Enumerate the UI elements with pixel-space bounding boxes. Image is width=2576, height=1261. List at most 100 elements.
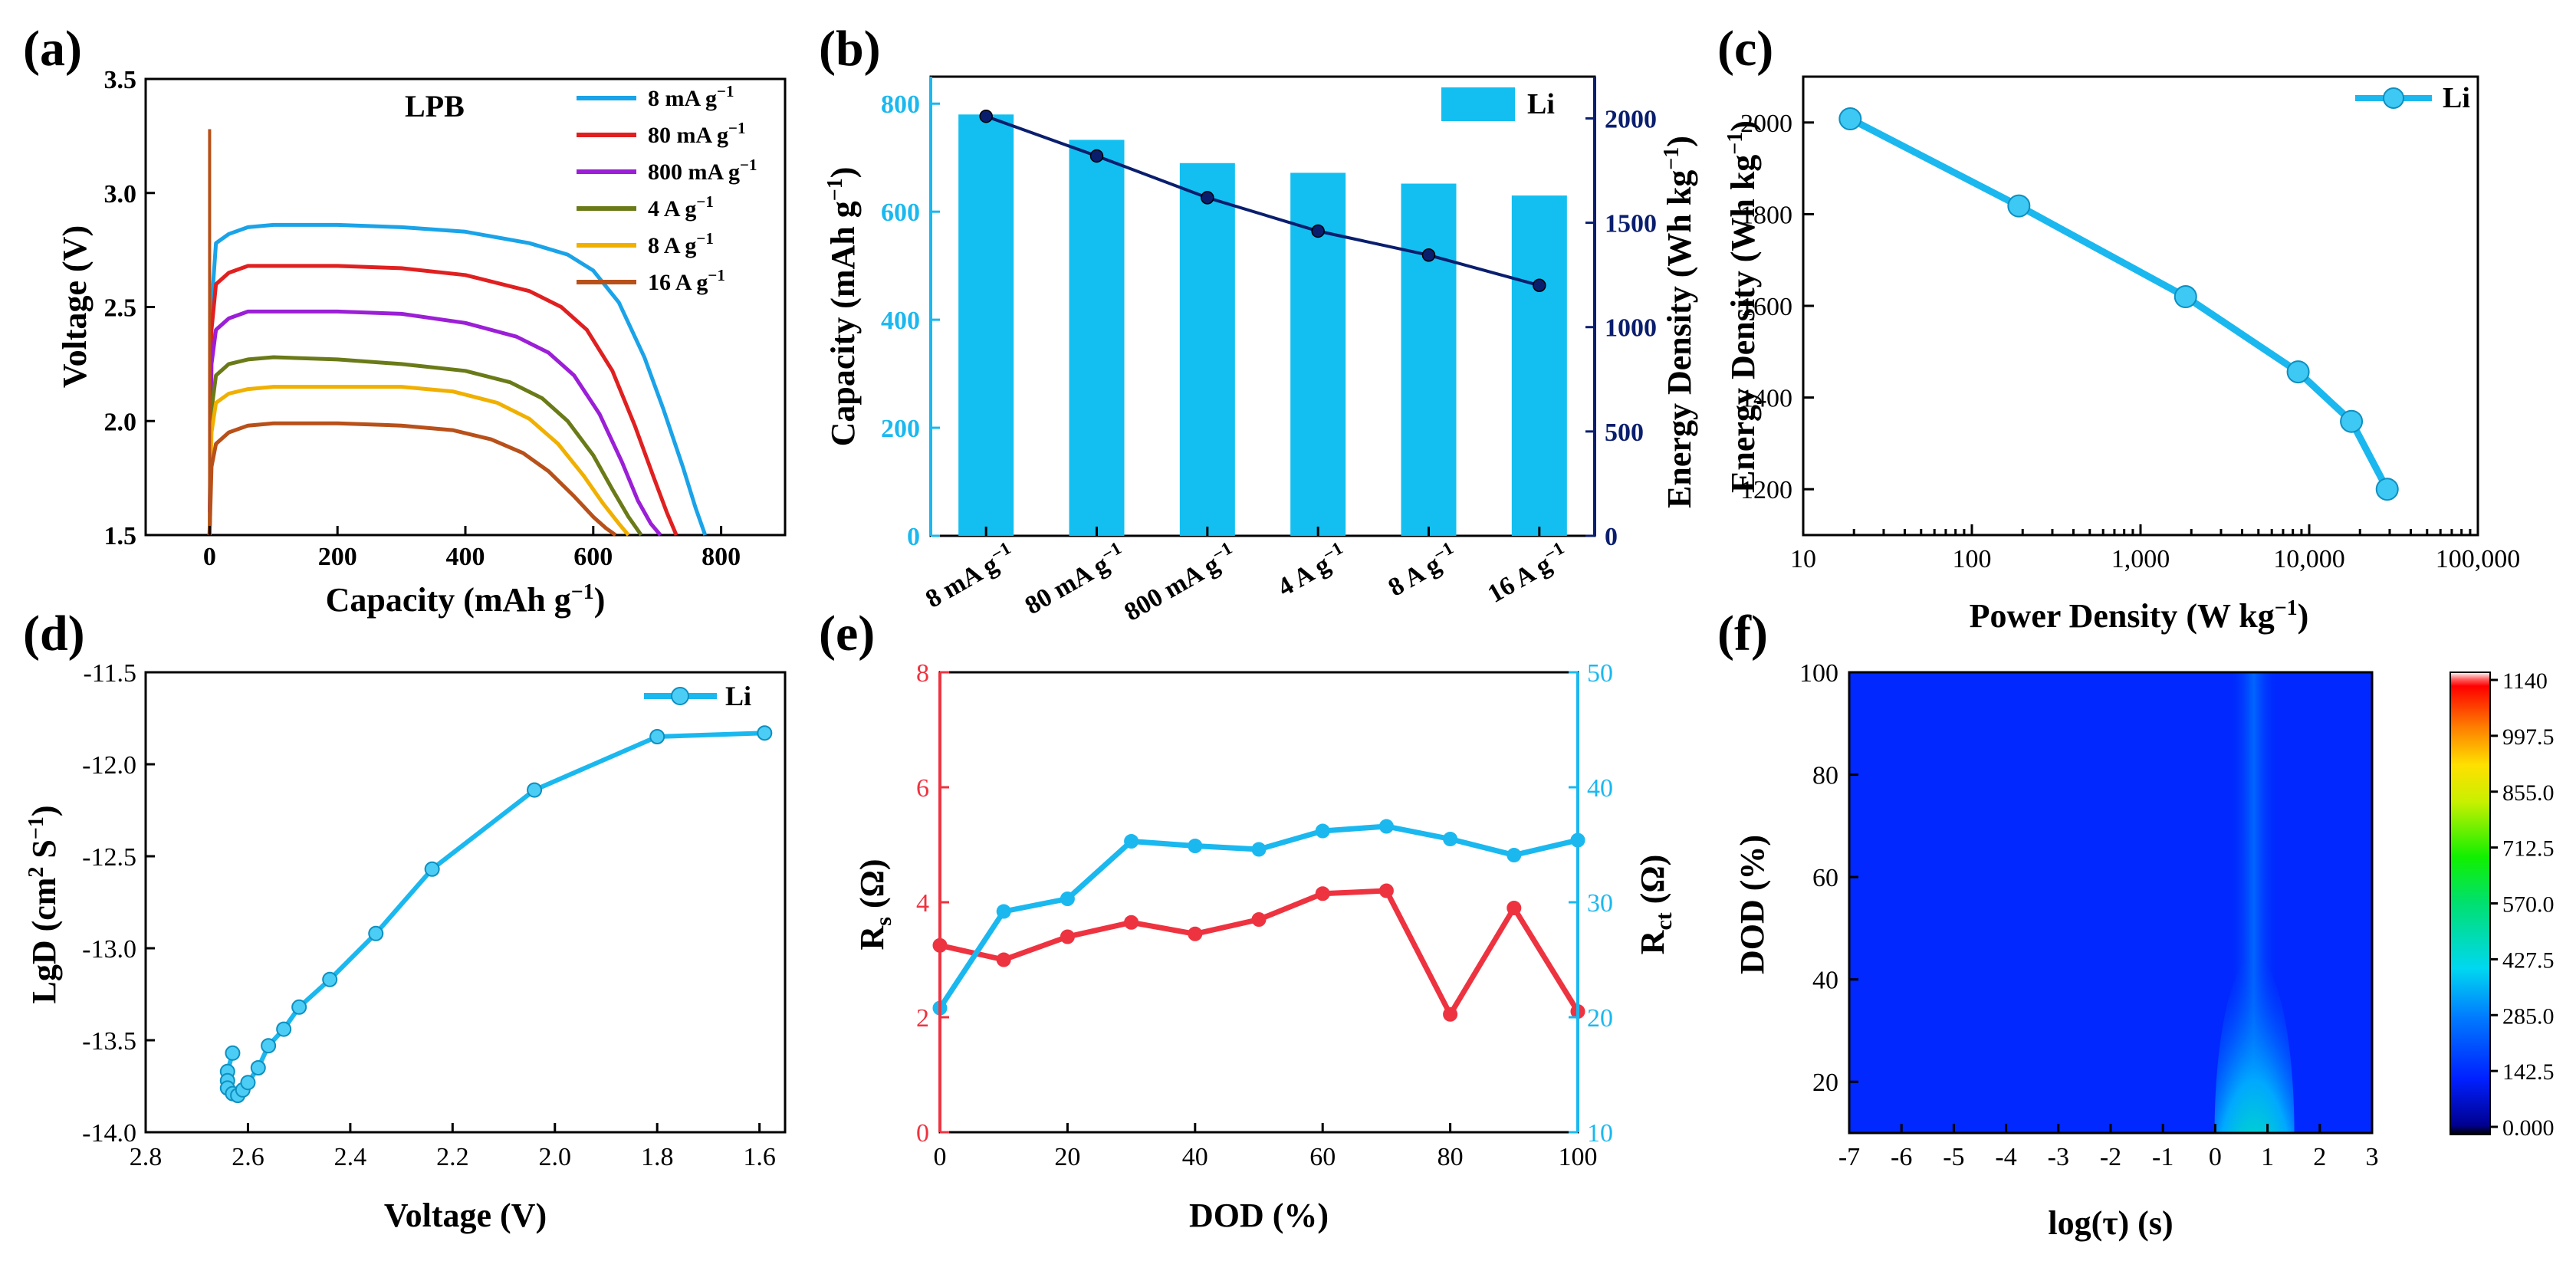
panel-f-axes: -7 -6 -5 -4 -3 -2 -1 0 1 2 3 20 40 60 80 100	[1799, 659, 2379, 1171]
panel-label-c: (c)	[1717, 21, 1773, 77]
panel-e-point-right-7	[1378, 819, 1394, 834]
panel-d-axes: 2.8 2.6 2.4 2.2 2.0 1.8 1.6 -11.5 -12.0 -12.5 -13.…	[82, 659, 776, 1171]
panel-a-series	[207, 129, 708, 537]
panel-a-xtick-label: 600	[573, 543, 613, 571]
panel-a-legend-label-3: 4 A g−1	[648, 192, 714, 222]
panel-b-category-label-2: 800 mA g−1	[1119, 538, 1241, 626]
panel-d-ytick-label: -12.0	[82, 751, 136, 780]
panel-d-legend-marker	[671, 687, 689, 705]
panel-f-xtick-label: -6	[1891, 1143, 1912, 1171]
panel-b-bar-5	[1511, 195, 1567, 537]
panel-e-point-left-6	[1315, 886, 1330, 901]
panel-e-xtick-label: 40	[1182, 1143, 1208, 1171]
panel-a-legend-label-5: 16 A g−1	[648, 266, 725, 295]
panel-a-series-line-1	[207, 264, 678, 536]
panel-d-xlabel: Voltage (V)	[384, 1197, 547, 1234]
panel-d-point-15	[527, 782, 543, 798]
panel-b-ytick-right-label: 1500	[1605, 210, 1657, 238]
panel-f-colorbar-tick-label: 142.5	[2502, 1059, 2555, 1085]
panel-f-peak-hotspot	[2214, 957, 2295, 1133]
panel-f-heatmap	[2214, 672, 2295, 1133]
panel-f-xtick-label: 3	[2366, 1143, 2379, 1171]
panel-b-category-label-5: 16 A g−1	[1482, 538, 1573, 609]
panel-e-xtick-label: 20	[1054, 1143, 1080, 1171]
panel-d-point-11	[291, 999, 307, 1015]
panel-a-annotation: LPB	[405, 89, 465, 123]
panel-b-ytick-right-label: 1000	[1605, 314, 1657, 343]
panel-f-ytick-label: 40	[1812, 967, 1838, 995]
panel-b-frame	[929, 75, 1596, 537]
panel-f-colorbar-tick-label: 712.5	[2502, 836, 2555, 862]
panel-f-colorbar-ticks: 1140 997.5 855.0 712.5 570.0 427.5 285.0 142.5 0…	[2490, 668, 2555, 1141]
panel-b-energy-point-2	[1201, 191, 1214, 205]
panel-e-point-right-4	[1188, 839, 1203, 853]
panel-e-point-left-2	[1060, 929, 1075, 944]
panel-d-ytick-label: -14.0	[82, 1119, 136, 1148]
panel-b-ylabel: Capacity (mAh g−1)	[823, 167, 862, 447]
panel-c-chart: 10 100 1,000 10,000 100,000 1200 1400 1600 1800 2…	[1723, 75, 2520, 635]
panel-c-point-3	[2286, 360, 2310, 384]
panel-f-xtick-label: 1	[2261, 1143, 2274, 1171]
panel-f-xtick-label: -2	[2100, 1143, 2121, 1171]
panel-a-series-line-2	[207, 309, 662, 537]
panel-b-legend-label: Li	[1527, 88, 1555, 120]
panel-d-point-9	[261, 1038, 277, 1054]
panel-c-series-line	[1848, 116, 2390, 491]
panel-e-xlabel: DOD (%)	[1189, 1197, 1329, 1234]
panel-f-xtick-label: -3	[2048, 1143, 2069, 1171]
panel-d-xtick-label: 2.4	[334, 1143, 367, 1171]
panel-d-point-8	[250, 1060, 266, 1075]
panel-a-xtick-label: 200	[318, 543, 357, 571]
panel-f-ytick-label: 100	[1799, 659, 1838, 688]
panel-a-xlabel: Capacity (mAh g−1)	[326, 580, 606, 619]
panel-c-ytick-label: 2000	[1740, 110, 1792, 138]
panel-b-bar-0	[958, 114, 1014, 536]
panel-a-series-line-4	[207, 385, 630, 537]
panel-f-xtick-label: -5	[1943, 1143, 1964, 1171]
panel-b-ytick-label: 400	[881, 307, 920, 335]
panel-b-category-label-4: 8 A g−1	[1382, 538, 1462, 602]
panel-d-xtick-label: 2.0	[539, 1143, 572, 1171]
panel-f-colorbar-tick-label: 427.5	[2502, 947, 2555, 973]
panel-f-colorbar-tick-label: 0.000	[2502, 1115, 2555, 1141]
panel-e-point-right-6	[1315, 823, 1330, 839]
panel-label-a: (a)	[23, 21, 82, 77]
panel-f-chart: -7 -6 -5 -4 -3 -2 -1 0 1 2 3 20 40 60 80 100 1140 997.5 8…	[1733, 659, 2555, 1242]
panel-label-f: (f)	[1717, 606, 1768, 662]
panel-a-legend-label-1: 80 mA g−1	[648, 119, 745, 148]
panel-f-xtick-label: -7	[1838, 1143, 1860, 1171]
panel-c-xtick-label: 10,000	[2273, 545, 2345, 573]
panel-d-point-13	[368, 925, 384, 941]
panel-b-energy-point-3	[1311, 224, 1325, 238]
panel-c-xtick-label: 1,000	[2111, 545, 2170, 573]
panel-c-xlabel: Power Density (W kg−1)	[1970, 596, 2309, 635]
panel-a-chart: 0 200 400 600 800 1.5 2.0 2.5 3.0 3.5 LPB 8 mA g−…	[56, 66, 787, 619]
panel-b-energy-point-1	[1089, 149, 1104, 163]
panel-e-series	[932, 819, 1585, 1022]
panel-b-ytick-label: 200	[881, 415, 920, 443]
panel-b-series	[958, 109, 1567, 537]
panel-e-ytick-label: 2	[916, 1004, 929, 1033]
panel-c-point-5	[2375, 478, 2399, 501]
panel-e-ytick-right-label: 50	[1587, 659, 1613, 688]
panel-e-ylabel: Rs (Ω)	[853, 859, 896, 950]
panel-d-point-16	[649, 729, 665, 744]
panel-a-legend-label-4: 8 A g−1	[648, 229, 714, 258]
panel-c-point-0	[1838, 107, 1862, 131]
panel-f-colorbar-tick-label: 570.0	[2502, 892, 2555, 918]
panel-f-ylabel: DOD (%)	[1733, 835, 1771, 974]
panel-a-axes: 0 200 400 600 800 1.5 2.0 2.5 3.0 3.5	[104, 66, 741, 571]
panel-e-point-left-7	[1378, 883, 1394, 898]
panel-c-xtick-label: 100	[1953, 545, 1992, 573]
panel-b-bar-1	[1069, 140, 1125, 537]
panel-label-e: (e)	[819, 606, 875, 662]
panel-e-ytick-right-label: 20	[1587, 1004, 1613, 1033]
panel-c-legend-label: Li	[2443, 82, 2470, 114]
panel-c-ylabel: Energy Density (Wh kg−1)	[1723, 120, 1762, 493]
panel-d-point-7	[240, 1075, 256, 1091]
panel-e-frame	[938, 671, 1579, 1134]
panel-e-ytick-right-label: 30	[1587, 889, 1613, 918]
panel-b-legend-swatch	[1441, 87, 1515, 121]
panel-b-energy-point-0	[979, 109, 993, 123]
